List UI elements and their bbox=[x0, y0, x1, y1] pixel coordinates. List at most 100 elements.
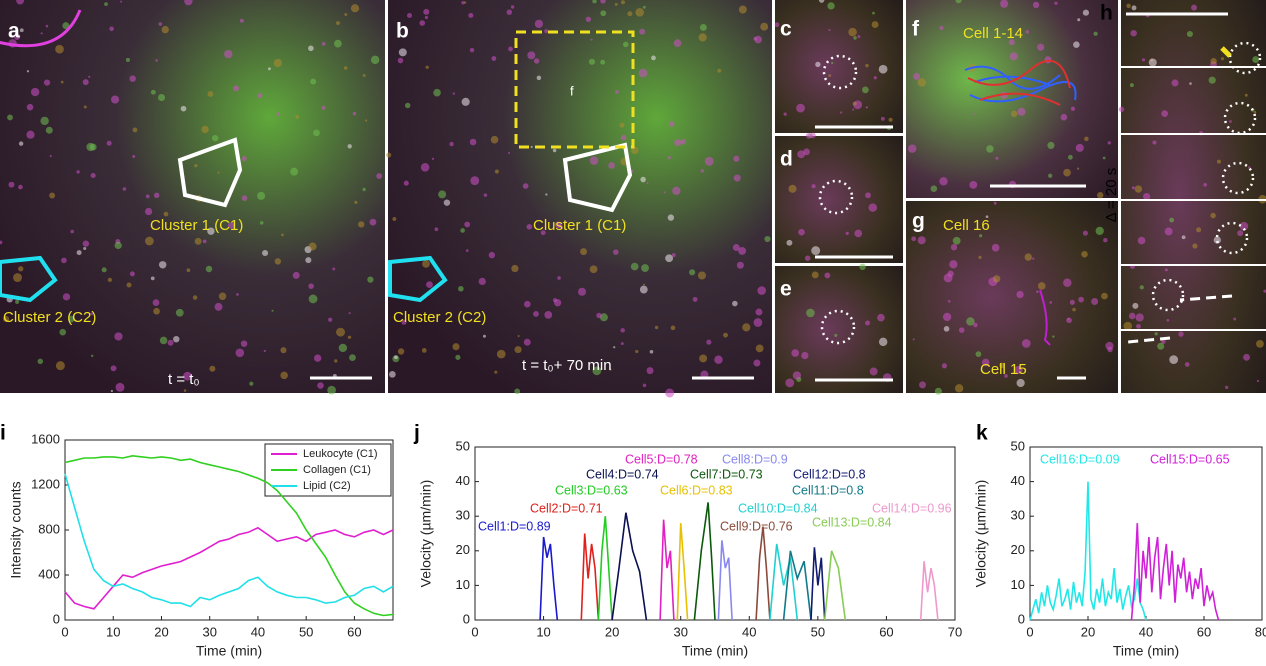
texture bbox=[514, 388, 521, 395]
texture bbox=[488, 251, 496, 259]
texture bbox=[557, 276, 561, 280]
texture bbox=[263, 349, 266, 353]
texture bbox=[1136, 323, 1141, 329]
texture bbox=[104, 2, 108, 6]
texture bbox=[948, 300, 951, 303]
texture bbox=[1143, 192, 1151, 201]
texture bbox=[592, 366, 602, 376]
texture bbox=[348, 312, 351, 315]
texture bbox=[184, 0, 193, 6]
texture bbox=[280, 347, 287, 354]
texture bbox=[1237, 230, 1244, 237]
texture bbox=[1068, 154, 1073, 160]
cluster-outline bbox=[388, 255, 448, 303]
texture bbox=[1105, 341, 1114, 350]
y-tick-label: 50 bbox=[456, 438, 470, 453]
texture bbox=[145, 194, 150, 199]
texture bbox=[958, 327, 965, 333]
arrow bbox=[1220, 46, 1232, 58]
cluster-outline bbox=[0, 255, 58, 303]
texture bbox=[317, 382, 324, 389]
texture bbox=[941, 363, 948, 369]
texture bbox=[494, 169, 499, 174]
texture bbox=[365, 119, 368, 122]
cell-circle bbox=[1151, 278, 1185, 312]
texture bbox=[1244, 93, 1248, 97]
texture bbox=[527, 51, 536, 60]
texture bbox=[157, 94, 166, 102]
texture bbox=[510, 5, 515, 9]
texture bbox=[120, 0, 123, 3]
texture bbox=[1166, 318, 1170, 322]
cell-circle bbox=[822, 54, 858, 90]
texture bbox=[511, 264, 519, 273]
x-axis-label: Time (min) bbox=[196, 643, 262, 659]
texture bbox=[673, 39, 682, 48]
texture bbox=[109, 26, 114, 32]
x-tick-label: 80 bbox=[1255, 624, 1266, 639]
texture bbox=[1157, 342, 1165, 350]
texture bbox=[1181, 235, 1186, 240]
texture bbox=[295, 114, 299, 119]
texture bbox=[1192, 243, 1198, 249]
texture bbox=[1169, 217, 1175, 223]
texture bbox=[236, 293, 239, 296]
texture bbox=[786, 239, 793, 246]
texture bbox=[635, 8, 645, 17]
legend-label: Leukocyte (C1) bbox=[303, 448, 378, 460]
texture bbox=[635, 349, 639, 354]
texture bbox=[806, 308, 815, 318]
texture bbox=[209, 365, 216, 372]
texture bbox=[1010, 110, 1018, 118]
texture bbox=[753, 318, 763, 327]
texture bbox=[1084, 136, 1089, 142]
series-label: Cell2:D=0.71 bbox=[530, 501, 603, 515]
texture bbox=[358, 221, 365, 228]
texture bbox=[1000, 0, 1009, 8]
texture bbox=[810, 132, 816, 139]
texture bbox=[91, 354, 94, 358]
y-axis-label: Intensity counts bbox=[8, 481, 24, 578]
texture bbox=[1252, 56, 1260, 64]
y-tick-label: 30 bbox=[456, 508, 470, 523]
texture bbox=[420, 163, 430, 172]
texture bbox=[239, 18, 244, 23]
texture bbox=[939, 177, 948, 186]
texture bbox=[313, 129, 320, 137]
texture bbox=[981, 358, 990, 367]
texture bbox=[332, 267, 336, 271]
texture bbox=[742, 323, 751, 332]
y-tick-label: 400 bbox=[38, 566, 60, 581]
texture bbox=[321, 105, 326, 110]
texture bbox=[942, 312, 952, 322]
annotation: Cluster 1 (C1) bbox=[533, 217, 626, 234]
y-tick-label: 10 bbox=[1011, 577, 1025, 592]
tracks bbox=[1039, 289, 1051, 346]
texture bbox=[615, 90, 619, 94]
texture bbox=[398, 48, 407, 57]
texture bbox=[811, 271, 819, 279]
y-tick-label: 800 bbox=[38, 521, 60, 536]
strip-divider bbox=[1121, 66, 1266, 331]
texture bbox=[865, 320, 871, 326]
texture bbox=[704, 156, 714, 166]
texture bbox=[292, 271, 300, 279]
texture bbox=[522, 183, 529, 189]
texture bbox=[403, 180, 409, 186]
texture bbox=[490, 135, 499, 144]
cell-circle bbox=[820, 309, 856, 345]
texture bbox=[458, 285, 464, 292]
series-line bbox=[1130, 523, 1220, 621]
texture bbox=[1063, 168, 1071, 177]
texture bbox=[979, 234, 983, 238]
texture bbox=[738, 246, 747, 255]
texture bbox=[62, 293, 71, 301]
y-tick-label: 50 bbox=[1011, 438, 1025, 453]
texture bbox=[1073, 41, 1080, 48]
texture bbox=[536, 75, 542, 81]
panel-letter: j bbox=[413, 422, 420, 445]
texture bbox=[608, 162, 616, 169]
texture bbox=[354, 200, 358, 204]
texture bbox=[268, 67, 271, 71]
